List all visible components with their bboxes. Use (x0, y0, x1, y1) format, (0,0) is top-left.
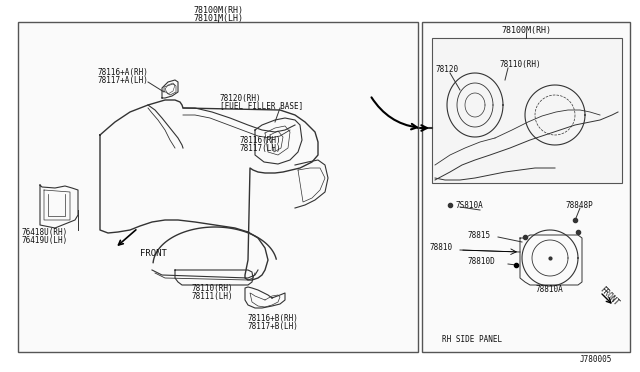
Text: 7S810A: 7S810A (456, 201, 484, 209)
Text: 78101M(LH): 78101M(LH) (193, 13, 243, 22)
Bar (432, 38, 622, 183)
Text: 78111(LH): 78111(LH) (192, 292, 234, 301)
Text: 78116+B(RH): 78116+B(RH) (248, 314, 299, 323)
Text: RH SIDE PANEL: RH SIDE PANEL (442, 336, 502, 344)
Text: 78117+A(LH): 78117+A(LH) (98, 76, 149, 84)
Text: 78810: 78810 (430, 244, 453, 253)
Text: FRONT: FRONT (598, 285, 621, 307)
Text: 78110(RH): 78110(RH) (192, 283, 234, 292)
Text: 78117(LH): 78117(LH) (240, 144, 282, 153)
Text: 76419U(LH): 76419U(LH) (22, 235, 68, 244)
Text: [FUEL FILLER BASE]: [FUEL FILLER BASE] (220, 102, 303, 110)
Text: 76418U(RH): 76418U(RH) (22, 228, 68, 237)
Text: J780005: J780005 (580, 356, 612, 365)
Text: FRONT: FRONT (140, 248, 167, 257)
Text: 78100M(RH): 78100M(RH) (193, 6, 243, 15)
Text: 78848P: 78848P (565, 201, 593, 209)
Bar (422, 22, 630, 352)
Text: 78120: 78120 (436, 65, 459, 74)
Text: 78810D: 78810D (468, 257, 496, 266)
Text: 78815: 78815 (468, 231, 491, 240)
Text: 78110(RH): 78110(RH) (500, 61, 541, 70)
Text: 78120(RH): 78120(RH) (220, 93, 262, 103)
Text: 78116+A(RH): 78116+A(RH) (98, 67, 149, 77)
Text: 78117+B(LH): 78117+B(LH) (248, 321, 299, 330)
Bar (18, 22, 418, 352)
Text: 78100M(RH): 78100M(RH) (501, 26, 551, 35)
Text: 78116(RH): 78116(RH) (240, 135, 282, 144)
Text: 78810A: 78810A (535, 285, 563, 295)
